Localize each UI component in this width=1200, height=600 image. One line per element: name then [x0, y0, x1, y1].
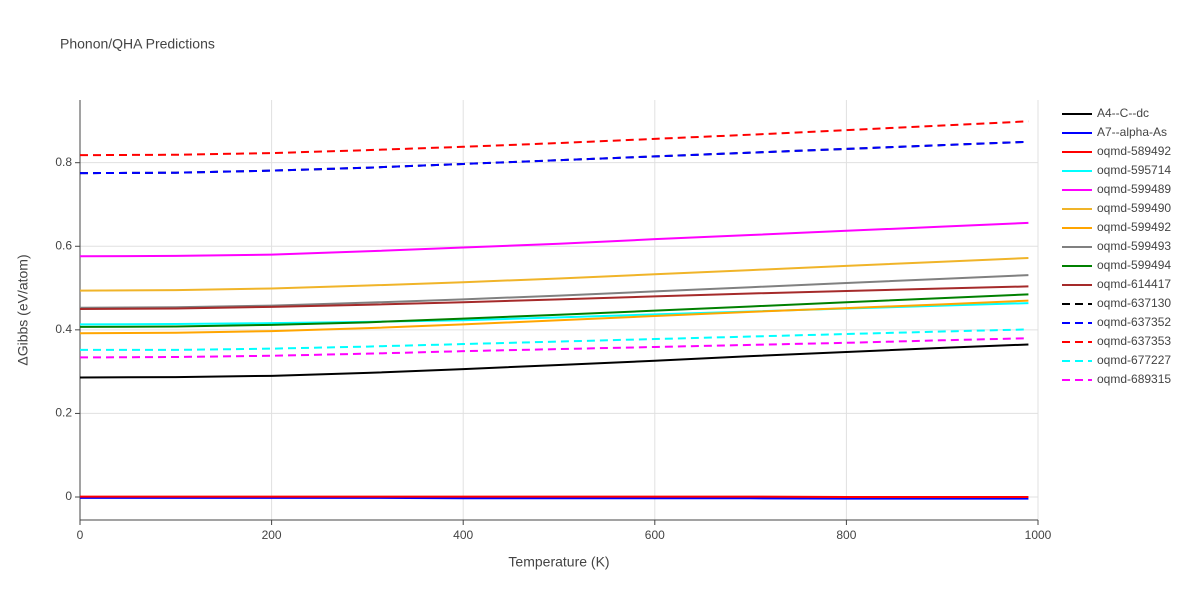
series-line — [79, 343, 1029, 379]
legend-label: oqmd-599494 — [1097, 258, 1171, 272]
series-line — [79, 293, 1029, 328]
legend-label: oqmd-599489 — [1097, 182, 1171, 196]
legend-label: oqmd-589492 — [1097, 144, 1171, 158]
legend-label: oqmd-677227 — [1097, 353, 1171, 367]
x-tick-label: 200 — [262, 528, 282, 542]
x-tick-label: 800 — [836, 528, 856, 542]
y-tick-label: 0.6 — [55, 238, 72, 252]
x-axis-label: Temperature (K) — [508, 554, 609, 570]
x-tick-label: 400 — [453, 528, 473, 542]
y-tick-label: 0.8 — [55, 155, 72, 169]
legend-label: oqmd-637352 — [1097, 315, 1171, 329]
legend-label: oqmd-595714 — [1097, 163, 1171, 177]
chart-title: Phonon/QHA Predictions — [60, 36, 215, 52]
series-line — [79, 299, 1029, 335]
legend-label: oqmd-599493 — [1097, 239, 1171, 253]
y-tick-label: 0 — [65, 489, 72, 503]
legend-label: oqmd-614417 — [1097, 277, 1171, 291]
x-tick-label: 1000 — [1025, 528, 1052, 542]
y-tick-label: 0.2 — [55, 406, 72, 420]
series-line — [79, 285, 1029, 310]
series-line — [79, 120, 1029, 157]
x-tick-label: 0 — [77, 528, 84, 542]
legend-label: A7--alpha-As — [1097, 125, 1167, 139]
legend-label: oqmd-689315 — [1097, 372, 1171, 386]
x-tick-label: 600 — [645, 528, 665, 542]
series-line — [79, 274, 1029, 309]
series-line — [79, 337, 1029, 359]
series-line — [79, 140, 1029, 175]
series-line — [79, 221, 1029, 258]
series-line — [80, 496, 1029, 500]
y-tick-label: 0.4 — [55, 322, 72, 336]
legend-label: oqmd-599490 — [1097, 201, 1171, 215]
legend-label: oqmd-637353 — [1097, 334, 1171, 348]
series-line — [80, 328, 1029, 351]
y-axis-label: ΔGibbs (eV/atom) — [15, 254, 31, 365]
legend-label: oqmd-599492 — [1097, 220, 1171, 234]
legend-label: oqmd-637130 — [1097, 296, 1171, 310]
series-line — [79, 256, 1029, 292]
legend-label: A4--C--dc — [1097, 106, 1149, 120]
